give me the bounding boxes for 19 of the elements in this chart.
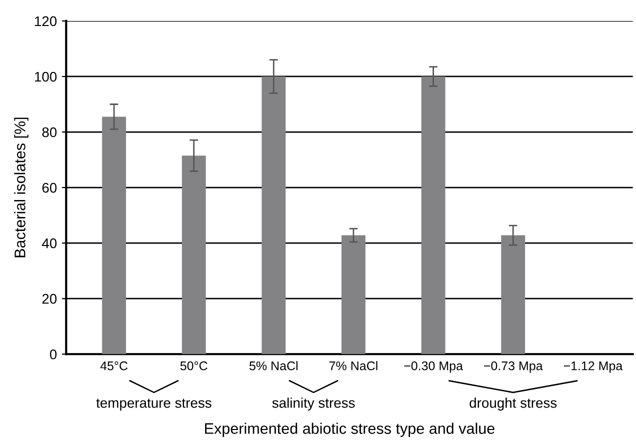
- text: salinity stress: [272, 398, 355, 411]
- y-tick-label: 40: [42, 238, 57, 248]
- x-tick-label: 45°C: [100, 361, 128, 370]
- y-tick-label: 80: [42, 127, 57, 138]
- y-axis-title: Bacterial isolates [%]: [14, 118, 28, 258]
- y-tick-label: 120: [35, 16, 57, 26]
- y-tick-label: 100: [35, 72, 57, 82]
- x-tick-label: 50°C: [180, 361, 208, 370]
- text: temperature stress: [96, 398, 212, 411]
- y-tick-label: 20: [42, 294, 57, 304]
- x-axis-title: Experimented abiotic stress type and value: [205, 422, 494, 437]
- x-tick-label: −1.12 Mpa: [564, 361, 623, 373]
- x-tick-label: −0.73 Mpa: [484, 361, 543, 373]
- y-tick-label: 0: [50, 349, 57, 360]
- x-tick-label: −0.30 Mpa: [404, 361, 463, 373]
- x-tick-label: 5% NaCl: [250, 361, 298, 370]
- x-tick-label: 7% NaCl: [329, 361, 378, 370]
- text: drought stress: [470, 398, 557, 411]
- y-tick-label: 60: [42, 182, 57, 193]
